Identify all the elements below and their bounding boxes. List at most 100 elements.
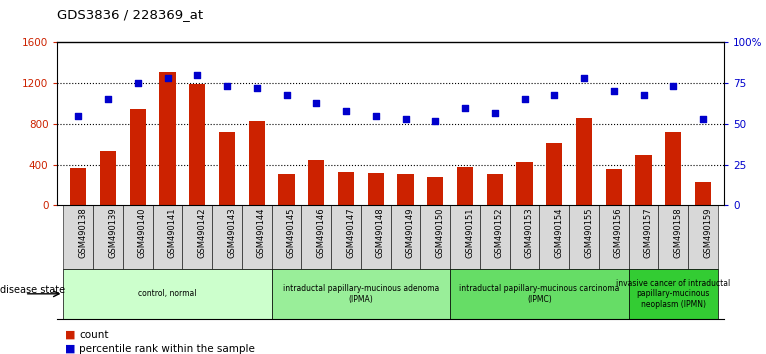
Bar: [152, 205, 182, 269]
Bar: [64, 269, 272, 319]
Text: count: count: [79, 330, 109, 339]
Point: [607, 88, 620, 94]
Text: GSM490158: GSM490158: [673, 207, 683, 258]
Text: GSM490154: GSM490154: [555, 207, 563, 258]
Bar: [242, 205, 272, 269]
Point: [192, 72, 204, 78]
Bar: [606, 169, 622, 205]
Bar: [361, 205, 391, 269]
Bar: [509, 205, 539, 269]
Bar: [539, 205, 569, 269]
Text: GSM490143: GSM490143: [227, 207, 236, 258]
Point: [370, 113, 382, 119]
Bar: [695, 182, 711, 205]
Bar: [450, 205, 480, 269]
Bar: [93, 205, 123, 269]
Text: disease state: disease state: [0, 285, 65, 295]
Bar: [338, 172, 354, 205]
Bar: [70, 168, 87, 205]
Bar: [659, 205, 688, 269]
Bar: [516, 161, 532, 205]
Point: [489, 110, 501, 115]
Bar: [629, 205, 659, 269]
Bar: [272, 269, 450, 319]
Text: percentile rank within the sample: percentile rank within the sample: [79, 344, 255, 354]
Bar: [486, 174, 503, 205]
Text: invasive cancer of intraductal
papillary-mucinous
neoplasm (IPMN): invasive cancer of intraductal papillary…: [616, 279, 731, 309]
Point: [102, 97, 114, 102]
Text: GSM490145: GSM490145: [286, 207, 296, 258]
Bar: [427, 177, 444, 205]
Bar: [212, 205, 242, 269]
Point: [697, 116, 709, 122]
Text: control, normal: control, normal: [139, 289, 197, 298]
Text: GSM490139: GSM490139: [108, 207, 117, 258]
Bar: [249, 121, 265, 205]
Bar: [272, 205, 301, 269]
Point: [429, 118, 441, 124]
Point: [637, 92, 650, 97]
Bar: [546, 143, 562, 205]
Bar: [182, 205, 212, 269]
Point: [459, 105, 471, 110]
Point: [132, 80, 144, 86]
Point: [519, 97, 531, 102]
Bar: [391, 205, 421, 269]
Point: [162, 75, 174, 81]
Point: [340, 108, 352, 114]
Point: [548, 92, 561, 97]
Bar: [64, 205, 93, 269]
Text: GSM490150: GSM490150: [435, 207, 444, 258]
Bar: [219, 132, 235, 205]
Bar: [421, 205, 450, 269]
Text: GSM490152: GSM490152: [495, 207, 504, 258]
Text: GSM490151: GSM490151: [465, 207, 474, 258]
Text: GSM490157: GSM490157: [643, 207, 653, 258]
Bar: [189, 84, 205, 205]
Point: [667, 84, 679, 89]
Bar: [665, 132, 682, 205]
Point: [221, 84, 233, 89]
Text: GSM490142: GSM490142: [198, 207, 206, 258]
Bar: [100, 152, 116, 205]
Text: GSM490146: GSM490146: [316, 207, 326, 258]
Point: [250, 85, 263, 91]
Point: [578, 75, 590, 81]
Point: [399, 116, 411, 122]
Text: GSM490138: GSM490138: [78, 207, 87, 258]
Bar: [457, 167, 473, 205]
Text: intraductal papillary-mucinous carcinoma
(IPMC): intraductal papillary-mucinous carcinoma…: [460, 284, 620, 303]
Point: [310, 100, 322, 105]
Bar: [301, 205, 331, 269]
Text: GDS3836 / 228369_at: GDS3836 / 228369_at: [57, 8, 204, 21]
Bar: [278, 174, 295, 205]
Text: GSM490149: GSM490149: [405, 207, 414, 258]
Bar: [480, 205, 509, 269]
Point: [280, 92, 293, 97]
Bar: [576, 118, 592, 205]
Bar: [635, 155, 652, 205]
Bar: [398, 174, 414, 205]
Bar: [629, 269, 718, 319]
Bar: [688, 205, 718, 269]
Text: GSM490148: GSM490148: [376, 207, 385, 258]
Text: GSM490156: GSM490156: [614, 207, 623, 258]
Text: intraductal papillary-mucinous adenoma
(IPMA): intraductal papillary-mucinous adenoma (…: [283, 284, 439, 303]
Bar: [123, 205, 152, 269]
Point: [72, 113, 84, 119]
Text: GSM490144: GSM490144: [257, 207, 266, 258]
Text: GSM490141: GSM490141: [168, 207, 176, 258]
Bar: [450, 269, 629, 319]
Bar: [599, 205, 629, 269]
Text: GSM490147: GSM490147: [346, 207, 355, 258]
Bar: [368, 173, 384, 205]
Text: GSM490155: GSM490155: [584, 207, 593, 258]
Text: GSM490140: GSM490140: [138, 207, 147, 258]
Text: ■: ■: [65, 330, 76, 339]
Bar: [308, 160, 325, 205]
Text: GSM490159: GSM490159: [703, 207, 712, 258]
Bar: [159, 72, 175, 205]
Text: GSM490153: GSM490153: [525, 207, 534, 258]
Bar: [129, 109, 146, 205]
Bar: [331, 205, 361, 269]
